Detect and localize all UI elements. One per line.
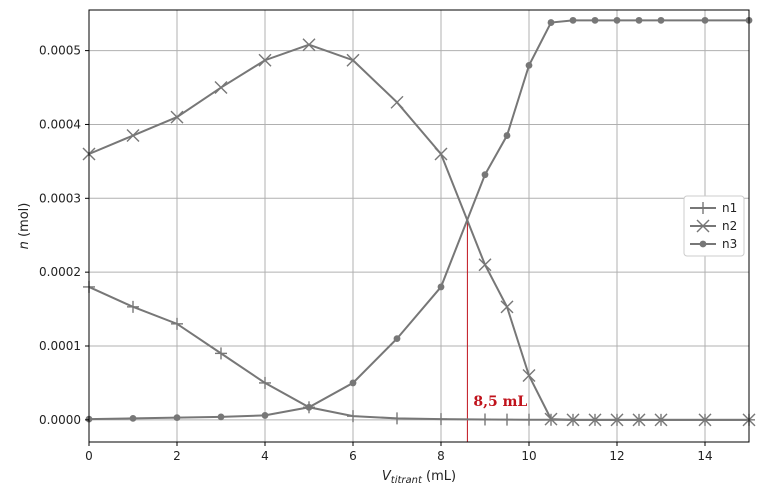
x-marker xyxy=(126,129,140,143)
y-tick-label: 0.0003 xyxy=(39,191,81,205)
x-marker xyxy=(346,53,360,67)
plus-marker xyxy=(479,413,491,426)
dot-marker xyxy=(699,240,707,248)
series-n3 xyxy=(85,16,753,423)
plus-marker xyxy=(171,317,183,330)
dot-marker xyxy=(613,16,621,24)
x-tick-label: 14 xyxy=(697,449,712,463)
dot-marker xyxy=(547,19,555,26)
series-line-n3 xyxy=(88,19,749,421)
x-marker xyxy=(566,413,580,427)
dot-marker xyxy=(701,16,709,24)
y-tick-label: 0.0005 xyxy=(39,44,81,58)
x-marker xyxy=(390,95,404,109)
x-axis-label-main: V xyxy=(382,469,392,484)
dot-marker xyxy=(481,171,489,179)
x-tick-label: 12 xyxy=(609,449,624,463)
x-marker xyxy=(522,369,536,383)
x-tick-label: 0 xyxy=(85,449,93,463)
annotation-group: 8,5 mL xyxy=(466,220,527,442)
y-tick-label: 0.0001 xyxy=(39,339,81,353)
x-axis-label-sub: titrant xyxy=(391,475,423,486)
legend-item-n3: n3 xyxy=(690,237,737,251)
legend: n1 n2 n3 xyxy=(683,195,745,257)
x-marker xyxy=(170,110,184,124)
x-marker xyxy=(588,413,602,427)
x-marker xyxy=(500,300,514,314)
x-tick-label: 2 xyxy=(173,449,181,463)
annotation-label: 8,5 mL xyxy=(473,394,527,410)
y-tick-label: 0.0000 xyxy=(39,413,81,427)
series-n1 xyxy=(83,280,755,426)
x-marker xyxy=(434,147,448,161)
x-marker xyxy=(654,413,668,427)
x-marker xyxy=(632,413,646,427)
plus-marker xyxy=(501,413,513,426)
series-group xyxy=(82,16,756,427)
dot-marker xyxy=(525,61,533,69)
x-tick-label: 6 xyxy=(349,449,357,463)
dot-marker xyxy=(437,283,445,291)
plus-marker xyxy=(697,202,709,214)
y-axis-label-italic: n xyxy=(17,241,32,249)
legend-label: n2 xyxy=(722,219,737,233)
legend-item-n1: n1 xyxy=(690,201,737,215)
x-marker xyxy=(478,258,492,272)
y-tick-label: 0.0002 xyxy=(39,265,81,279)
dot-marker xyxy=(129,414,137,422)
series-line-n2 xyxy=(88,43,749,421)
x-axis-label: Vtitrant (mL) xyxy=(382,469,456,486)
dot-marker xyxy=(305,403,313,411)
dot-marker xyxy=(261,412,269,419)
x-marker xyxy=(544,412,558,426)
plus-marker xyxy=(435,413,447,426)
plus-marker xyxy=(523,413,535,426)
x-marker xyxy=(696,219,710,233)
dot-marker xyxy=(173,414,181,422)
legend-item-n2: n2 xyxy=(690,219,737,233)
dot-marker xyxy=(657,16,665,24)
x-tick-label: 8 xyxy=(437,449,445,463)
series-n2 xyxy=(82,38,756,427)
legend-label: n1 xyxy=(722,201,737,215)
dot-marker xyxy=(569,16,577,24)
x-marker xyxy=(214,81,228,95)
dot-marker xyxy=(217,413,225,421)
plus-marker xyxy=(127,300,139,313)
x-marker xyxy=(610,413,624,427)
grid xyxy=(88,10,749,442)
x-marker xyxy=(698,413,712,427)
series-line-n1 xyxy=(88,286,749,421)
dot-marker xyxy=(349,379,357,387)
dot-marker xyxy=(635,16,643,24)
x-ticks: 0 2 4 6 8 10 12 14 xyxy=(85,442,713,463)
y-axis-label: n (mol) xyxy=(17,203,32,250)
plot-frame xyxy=(88,9,750,443)
x-axis-label-unit: (mL) xyxy=(422,469,456,484)
dot-marker xyxy=(503,132,511,139)
x-marker xyxy=(302,38,316,52)
plus-marker xyxy=(391,412,403,425)
y-ticks: 0.0000 0.0001 0.0002 0.0003 0.0004 0.0005 xyxy=(39,44,89,427)
y-tick-label: 0.0004 xyxy=(39,117,81,131)
legend-label: n3 xyxy=(722,237,737,251)
plus-marker xyxy=(347,410,359,423)
x-tick-label: 10 xyxy=(521,449,536,463)
x-tick-label: 4 xyxy=(261,449,269,463)
plus-marker xyxy=(259,376,271,389)
y-axis-label-unit: (mol) xyxy=(17,203,32,242)
dot-marker xyxy=(393,335,401,343)
plus-marker xyxy=(215,347,227,360)
dot-marker xyxy=(591,16,599,24)
x-marker xyxy=(258,53,272,67)
